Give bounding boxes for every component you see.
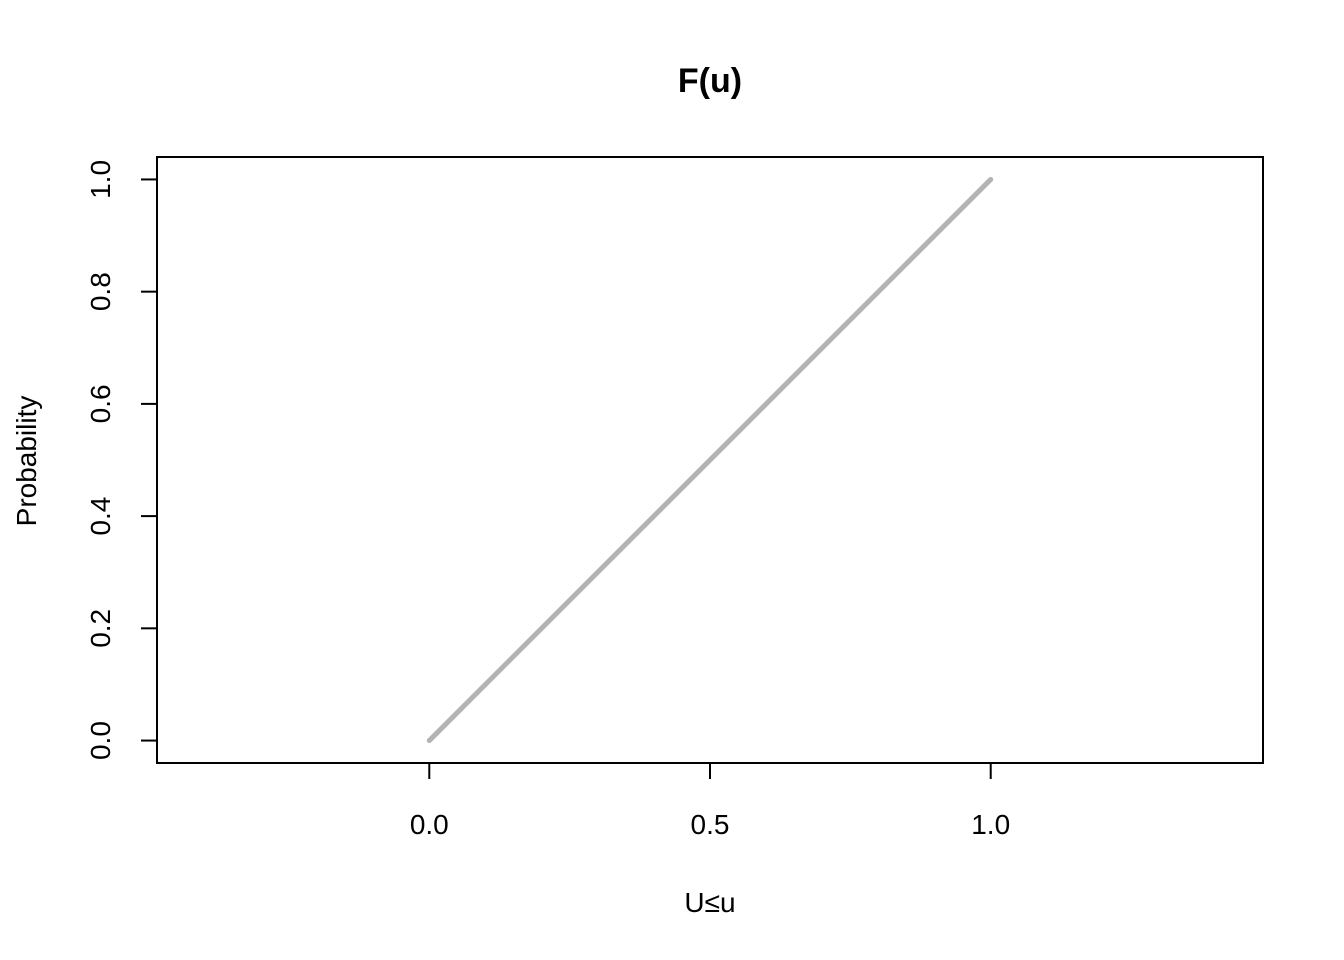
y-axis: 0.0 0.2 0.4 0.6 0.8 1.0: [85, 160, 158, 760]
y-tick-label: 0.0: [85, 721, 116, 760]
y-tick-label: 0.6: [85, 384, 116, 423]
y-tick-label: 0.4: [85, 497, 116, 536]
x-tick-label: 0.0: [410, 809, 449, 840]
y-tick-label: 1.0: [85, 160, 116, 199]
series-layer: [426, 176, 994, 744]
y-tick-label: 0.8: [85, 272, 116, 311]
x-tick-label: 1.0: [971, 809, 1010, 840]
x-axis: 0.0 0.5 1.0: [410, 762, 1010, 840]
x-axis-label: U≤u: [684, 887, 735, 918]
x-tick-label: 0.5: [691, 809, 730, 840]
y-axis-label: Probability: [11, 396, 42, 527]
y-tick-label: 0.2: [85, 609, 116, 648]
chart-title: F(u): [678, 62, 742, 100]
series-line: [426, 176, 994, 744]
